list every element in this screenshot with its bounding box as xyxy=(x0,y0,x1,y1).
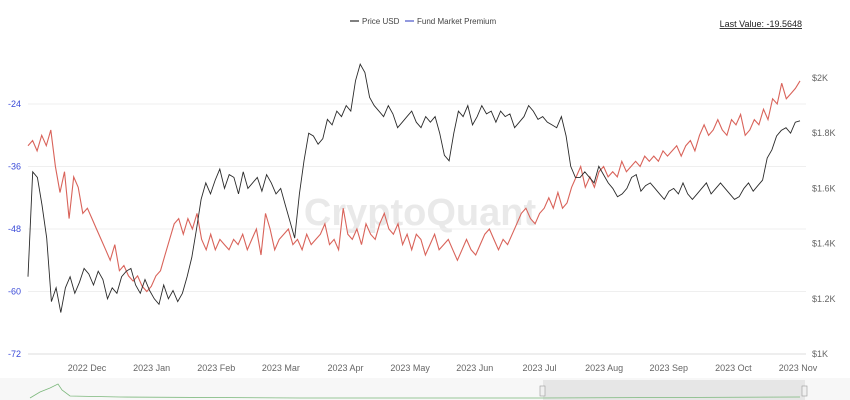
legend-label-premium: Fund Market Premium xyxy=(417,17,496,26)
right-tick-label: $1.4K xyxy=(812,239,836,249)
gridlines xyxy=(28,103,806,355)
series-line-fund-market-premium xyxy=(27,80,801,293)
right-tick-label: $1.6K xyxy=(812,183,836,193)
left-axis: -24 -36 -48 -60 -72 xyxy=(8,99,21,359)
navigator-handle-right[interactable] xyxy=(801,385,808,397)
x-tick-label: 2023 Nov xyxy=(779,363,818,373)
range-navigator[interactable] xyxy=(0,378,850,400)
right-axis: $2K $1.8K $1.6K $1.4K $1.2K $1K xyxy=(812,73,836,359)
left-tick-label: -48 xyxy=(8,224,21,234)
legend-label-price: Price USD xyxy=(362,17,400,26)
x-tick-label: 2023 Jul xyxy=(522,363,556,373)
x-tick-label: 2023 Jan xyxy=(133,363,170,373)
x-tick-label: 2022 Dec xyxy=(68,363,107,373)
left-tick-label: -60 xyxy=(8,287,21,297)
series-line-price-usd xyxy=(27,63,801,313)
navigator-mini-series xyxy=(29,383,801,399)
watermark: CryptoQuant xyxy=(304,192,537,234)
x-tick-label: 2023 Apr xyxy=(328,363,364,373)
left-tick-label: -24 xyxy=(8,99,21,109)
x-axis: 2022 Dec 2023 Jan 2023 Feb 2023 Mar 2023 Apr… xyxy=(68,363,818,373)
x-tick-label: 2023 Aug xyxy=(585,363,623,373)
right-tick-label: $1.8K xyxy=(812,128,836,138)
x-tick-label: 2023 Sep xyxy=(649,363,688,373)
right-tick-label: $2K xyxy=(812,73,828,83)
x-tick-label: 2023 Oct xyxy=(715,363,752,373)
x-tick-label: 2023 Jun xyxy=(456,363,493,373)
x-tick-label: 2023 Mar xyxy=(262,363,300,373)
legend[interactable]: Price USD Fund Market Premium xyxy=(350,17,496,26)
last-value-label: Last Value: -19.5648 xyxy=(720,19,802,29)
right-tick-label: $1K xyxy=(812,349,828,359)
left-tick-label: -36 xyxy=(8,162,21,172)
left-tick-label: -72 xyxy=(8,349,21,359)
x-tick-label: 2023 May xyxy=(390,363,430,373)
right-tick-label: $1.2K xyxy=(812,294,836,304)
navigator-handle-left[interactable] xyxy=(539,385,546,397)
x-tick-label: 2023 Feb xyxy=(197,363,235,373)
navigator-selected-range[interactable] xyxy=(543,380,805,400)
